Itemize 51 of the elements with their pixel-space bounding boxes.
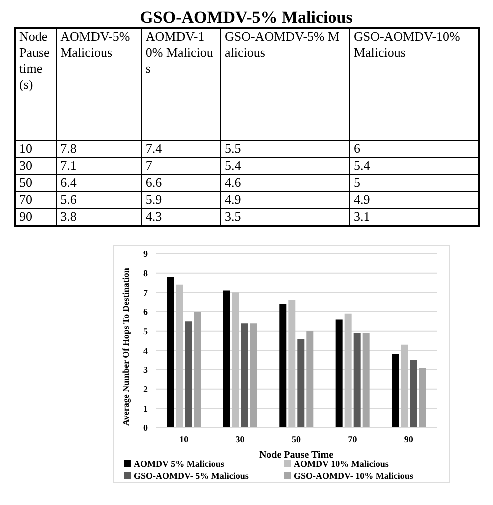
y-tick-label: 7	[144, 287, 148, 298]
data-label: 5	[349, 174, 478, 191]
y-tick-label: 10	[14, 140, 56, 157]
y-tick-label: 90	[14, 208, 56, 226]
y-tick-label: 5	[144, 326, 148, 336]
y-tick-label: 4	[144, 345, 148, 356]
x-tick-label: 70	[348, 434, 358, 444]
y-axis-title: Node Pause time (s)	[14, 28, 56, 140]
data-label: 5.4	[220, 157, 350, 174]
data-label: 6	[349, 140, 478, 157]
y-tick-label: 6	[144, 306, 148, 317]
x-tick-label: 50	[292, 434, 302, 444]
data-label: 7.4	[141, 140, 220, 157]
y-tick-label: 8	[144, 268, 148, 278]
legend-label: GSO-AOMDV- 10% Malicious	[294, 470, 414, 482]
data-label: 7.8	[56, 140, 142, 157]
y-tick-label: 2	[144, 384, 148, 394]
data-label: 4.6	[220, 174, 350, 191]
chart-title: GSO-AOMDV-5% Malicious	[139, 8, 354, 27]
legend-label: AOMDV 10% Malicious	[294, 458, 389, 470]
y-tick-label: 0	[144, 422, 148, 433]
data-label: 5.9	[141, 191, 220, 208]
data-label: 6.4	[56, 174, 142, 191]
data-label: 5.4	[349, 157, 478, 174]
x-axis-title: Node Pause Time	[259, 450, 334, 460]
y-tick-label: 3	[144, 364, 148, 375]
data-label: 3.5	[220, 208, 350, 226]
data-label: 5.6	[56, 191, 142, 208]
data-label: 4.9	[220, 191, 350, 208]
x-tick-label: AOMDV-5% Malicious	[56, 28, 142, 140]
legend-label: GSO-AOMDV- 5% Malicious	[134, 470, 249, 482]
x-tick-label: 30	[236, 434, 246, 444]
x-tick-label: 90	[404, 434, 414, 444]
data-label: 3.1	[349, 208, 478, 226]
x-tick-label: 10	[180, 434, 190, 444]
y-tick-label: 1	[144, 403, 148, 414]
y-axis-title: Average Number Of Hops To Destination	[121, 268, 132, 426]
x-tick-label: GSO-AOMDV-10% Malicious	[349, 28, 478, 140]
y-tick-label: 70	[14, 191, 56, 208]
legend-label: AOMDV 5% Malicious	[134, 458, 224, 470]
data-label: 3.8	[56, 208, 142, 226]
data-label: 7.1	[56, 157, 142, 174]
y-tick-label: 50	[14, 174, 56, 191]
x-tick-label: GSO-AOMDV-5% Malicious	[220, 28, 350, 140]
y-tick-label: 9	[144, 248, 148, 259]
data-label: 6.6	[141, 174, 220, 191]
data-label: 4.9	[349, 191, 478, 208]
data-label: 4.3	[141, 208, 220, 226]
data-label: 5.5	[220, 140, 350, 157]
x-tick-label: AOMDV-10% Malicious	[141, 28, 220, 140]
y-tick-label: 30	[14, 157, 56, 174]
